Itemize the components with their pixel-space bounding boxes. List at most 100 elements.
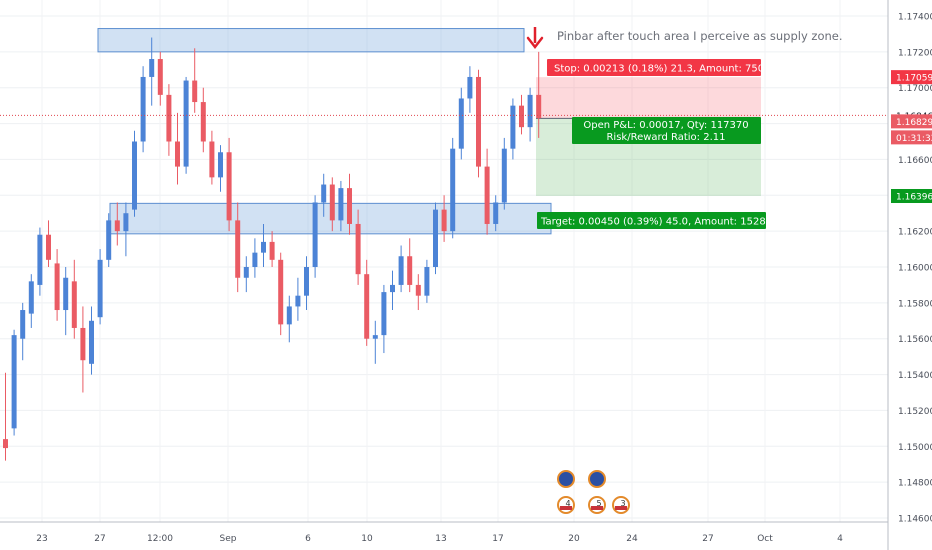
countdown-label-text: 01:31:32 bbox=[896, 134, 932, 144]
candle-body bbox=[484, 166, 490, 224]
event-badge[interactable]: 3 bbox=[612, 496, 630, 514]
time-tick-label: 27 bbox=[702, 534, 713, 544]
stop-price-label-box bbox=[891, 70, 932, 85]
supply-zone[interactable] bbox=[97, 28, 525, 53]
candle-body bbox=[527, 94, 533, 128]
candle-body bbox=[114, 220, 120, 232]
candle-body bbox=[286, 306, 292, 325]
target-label-box bbox=[537, 212, 766, 229]
target-label[interactable]: Target: 0.00450 (0.39%) 45.0, Amount: 15… bbox=[537, 212, 782, 229]
candle-body bbox=[218, 152, 223, 178]
price-tick-label: 1.16600 bbox=[898, 156, 932, 166]
flag-stripe bbox=[560, 506, 572, 510]
candle-body bbox=[476, 76, 481, 167]
candle-body bbox=[80, 327, 86, 361]
candle-body bbox=[11, 335, 17, 429]
candle-body bbox=[355, 223, 361, 275]
candle-body bbox=[441, 209, 447, 232]
candle-body bbox=[321, 184, 327, 203]
candle-body bbox=[424, 267, 430, 296]
eu-flag-circle bbox=[588, 470, 606, 488]
flag-stripe bbox=[591, 506, 603, 510]
candle-body bbox=[536, 94, 542, 119]
candle-body bbox=[269, 241, 275, 260]
candle-body bbox=[381, 292, 387, 336]
event-badge[interactable]: 4 bbox=[557, 496, 575, 514]
candle-body bbox=[3, 439, 8, 449]
candle-body bbox=[347, 188, 352, 224]
candle-body bbox=[415, 284, 421, 296]
stop-label-box bbox=[547, 59, 761, 76]
time-tick-label: 12:00 bbox=[147, 534, 173, 544]
event-count: 3 bbox=[620, 499, 625, 508]
entry-price-label-text: 1.16829 bbox=[896, 118, 932, 128]
candle-body bbox=[407, 256, 413, 285]
candle-body bbox=[312, 202, 318, 267]
candle-body bbox=[157, 59, 163, 95]
candle-body bbox=[54, 263, 60, 311]
arrow-head bbox=[526, 36, 544, 50]
candle-body bbox=[261, 241, 266, 253]
stop-label-text: Stop: 0.00213 (0.18%) 21.3, Amount: 750 bbox=[554, 64, 764, 75]
candle-body bbox=[192, 80, 198, 103]
price-tick-label: 1.17400 bbox=[898, 13, 932, 23]
time-tick-label: 10 bbox=[361, 534, 373, 544]
candle-body bbox=[519, 105, 524, 128]
target-price-label: 1.16396 bbox=[891, 189, 932, 204]
candle-body bbox=[97, 259, 103, 318]
candle-body bbox=[458, 98, 464, 149]
candle-body bbox=[106, 220, 112, 260]
annotation-text[interactable]: Pinbar after touch area I perceive as su… bbox=[557, 29, 843, 43]
risk-zone[interactable] bbox=[536, 77, 761, 119]
candle-body bbox=[467, 76, 473, 99]
time-tick-label: 13 bbox=[435, 534, 446, 544]
time-tick-label: 6 bbox=[305, 534, 311, 544]
event-badge[interactable]: 5 bbox=[588, 496, 606, 514]
time-tick-label: 4 bbox=[837, 534, 843, 544]
economic-events[interactable]: 4 5 3 bbox=[557, 470, 630, 514]
candle-body bbox=[140, 76, 146, 142]
candles bbox=[3, 37, 542, 461]
time-tick-label: 27 bbox=[94, 534, 105, 544]
candle-body bbox=[166, 94, 172, 142]
candle-body bbox=[209, 141, 215, 178]
flag-stripe bbox=[615, 506, 627, 510]
candle-body bbox=[252, 252, 258, 267]
candle-body bbox=[63, 277, 69, 311]
stop-label[interactable]: Stop: 0.00213 (0.18%) 21.3, Amount: 750 bbox=[547, 59, 764, 76]
price-tick-label: 1.14600 bbox=[898, 515, 932, 525]
flag-icon[interactable] bbox=[588, 470, 606, 488]
candle-body bbox=[235, 220, 241, 278]
pnl-label-text: Open P&L: 0.00017, Qty: 117370 bbox=[583, 120, 748, 131]
flag-icon[interactable] bbox=[557, 470, 575, 488]
pnl-label-box bbox=[572, 117, 761, 144]
candle-body bbox=[71, 281, 77, 328]
candle-body bbox=[243, 267, 249, 278]
price-tick-label: 1.16200 bbox=[898, 228, 932, 238]
candle-body bbox=[183, 80, 189, 167]
overlays: Stop: 0.00213 (0.18%) 21.3, Amount: 750 O… bbox=[0, 27, 888, 229]
stop-price-label-text: 1.17059 bbox=[896, 74, 932, 84]
candle-body bbox=[175, 141, 180, 167]
pnl-label[interactable]: Open P&L: 0.00017, Qty: 117370Risk/Rewar… bbox=[572, 117, 761, 144]
target-price-label-text: 1.16396 bbox=[896, 193, 932, 203]
candle-body bbox=[46, 234, 51, 260]
time-tick-label: Sep bbox=[220, 534, 237, 544]
price-tick-label: 1.15800 bbox=[898, 299, 932, 309]
time-tick-label: 20 bbox=[568, 534, 580, 544]
price-tick-label: 1.15400 bbox=[898, 371, 932, 381]
arrow-down-icon[interactable] bbox=[526, 27, 544, 50]
candle-body bbox=[200, 102, 206, 142]
candle-body bbox=[390, 284, 395, 293]
price-tick-label: 1.16000 bbox=[898, 264, 932, 274]
candle-body bbox=[338, 188, 344, 221]
event-count: 4 bbox=[565, 499, 570, 508]
candle-body bbox=[329, 184, 335, 221]
candle-body bbox=[132, 141, 137, 210]
countdown-label-box bbox=[891, 130, 932, 145]
price-tick-label: 1.17000 bbox=[898, 84, 932, 94]
candle-body bbox=[28, 281, 34, 314]
